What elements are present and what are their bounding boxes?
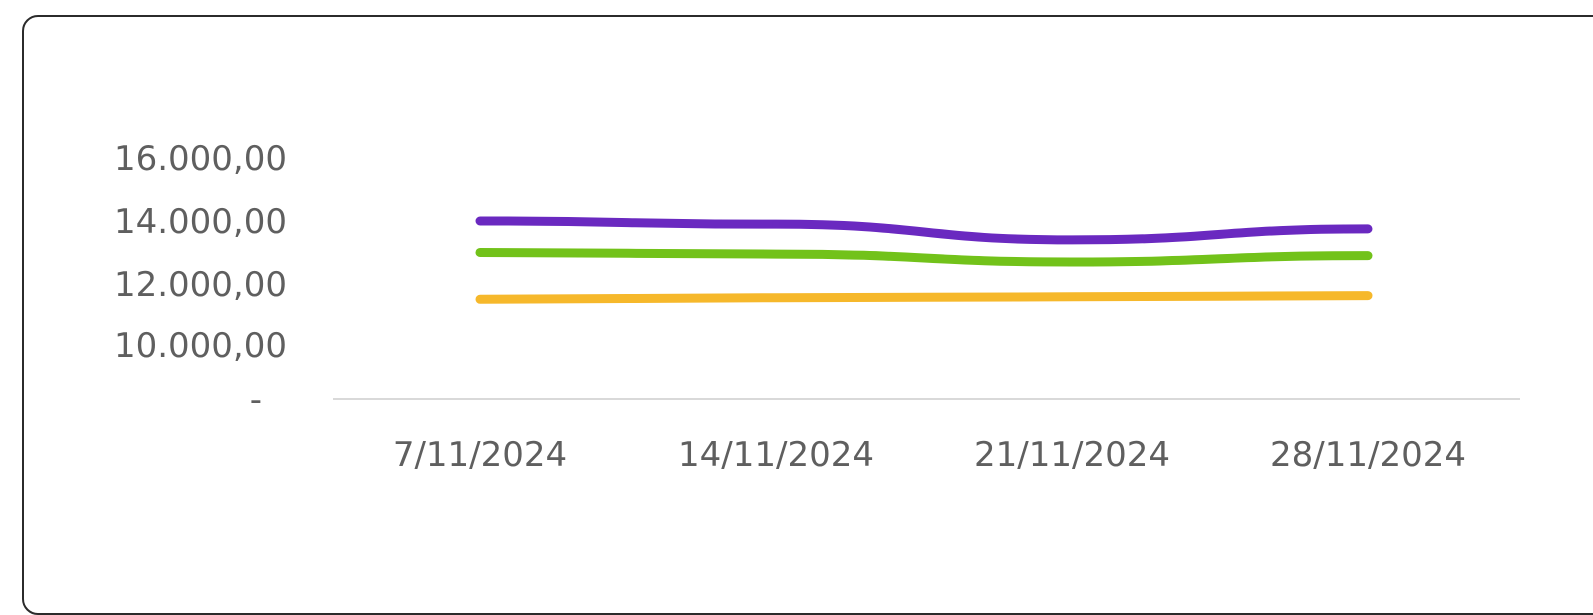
- series-2-point: [476, 248, 484, 257]
- line-chart: - 10.000,00 12.000,00 14.000,00 16.000,00 7/…: [114, 139, 1520, 475]
- y-axis: - 10.000,00 12.000,00 14.000,00 16.000,00: [114, 139, 287, 420]
- series-3-point: [772, 293, 780, 302]
- series-3-point: [1068, 292, 1076, 301]
- series-layer: [475, 216, 1373, 304]
- series-1-point: [1068, 235, 1076, 244]
- x-tick-label: 7/11/2024: [393, 435, 567, 475]
- chart-card: [22, 15, 1593, 615]
- x-tick-label: 14/11/2024: [678, 435, 874, 475]
- series-line-1: [475, 216, 1373, 245]
- series-3-point: [476, 295, 484, 304]
- y-tick-label: 14.000,00: [114, 202, 287, 242]
- y-tick-label: 16.000,00: [114, 139, 287, 179]
- series-line-2: [475, 248, 1373, 267]
- x-tick-label: 28/11/2024: [1270, 435, 1466, 475]
- series-1-point: [1364, 224, 1372, 233]
- series-2-point: [1068, 257, 1076, 266]
- x-tick-label: 21/11/2024: [974, 435, 1170, 475]
- series-2-point: [1364, 251, 1372, 260]
- y-tick-label: 10.000,00: [114, 326, 287, 366]
- series-3-point: [1364, 291, 1372, 300]
- series-2-point: [772, 250, 780, 259]
- series-1-point: [476, 217, 484, 225]
- y-tick-label: -: [250, 380, 262, 420]
- series-1-point: [772, 220, 780, 229]
- x-axis: 7/11/2024 14/11/2024 21/11/2024 28/11/2024: [333, 398, 1520, 475]
- y-tick-label: 12.000,00: [114, 265, 287, 305]
- series-line-3: [475, 291, 1373, 304]
